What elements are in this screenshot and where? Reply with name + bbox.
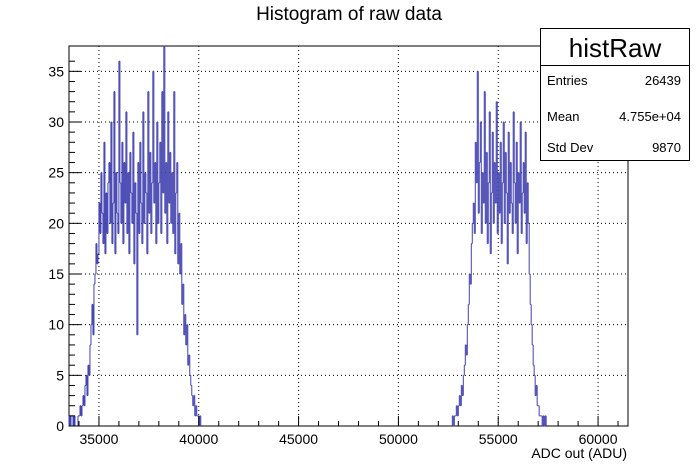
x-axis-label: ADC out (ADU)	[531, 445, 627, 461]
stats-label: Mean	[547, 109, 580, 124]
histogram-bars	[68, 45, 547, 427]
y-tick-label: 5	[56, 367, 64, 383]
stats-value: 4.755e+04	[619, 109, 681, 124]
y-tick-label: 10	[48, 317, 64, 333]
histogram-bin	[453, 415, 456, 426]
x-tick-label: 45000	[279, 431, 318, 447]
x-tick-label: 55000	[479, 431, 518, 447]
x-tick-label: 40000	[179, 431, 218, 447]
x-axis-ticks: 35000 40000 45000 50000 55000 60000	[78, 416, 619, 447]
x-tick-label: 35000	[79, 431, 118, 447]
stats-box: histRaw Entries 26439 Mean 4.755e+04 Std…	[540, 28, 690, 161]
y-tick-label: 30	[48, 114, 64, 130]
grid-lines	[69, 46, 628, 426]
y-tick-label: 20	[48, 215, 64, 231]
stats-box-name: histRaw	[541, 29, 689, 66]
chart-title: Histogram of raw data	[256, 4, 442, 25]
histogram-bin	[196, 405, 198, 417]
stats-label: Entries	[547, 73, 588, 88]
histogram-bin	[536, 385, 539, 407]
histogram-bin	[77, 415, 79, 426]
y-tick-label: 0	[56, 418, 64, 434]
y-tick-label: 25	[48, 165, 64, 181]
x-tick-label: 50000	[379, 431, 418, 447]
y-axis-ticks: 0 5 10 15 20 25 30 35	[48, 60, 81, 434]
y-tick-label: 35	[48, 63, 64, 79]
histogram-bin	[538, 405, 541, 417]
x-tick-label: 60000	[579, 431, 618, 447]
y-tick-label: 15	[48, 266, 64, 282]
stats-value: 9870	[652, 140, 681, 155]
stats-value: 26439	[644, 73, 681, 88]
stats-label: Std Dev	[547, 140, 594, 155]
